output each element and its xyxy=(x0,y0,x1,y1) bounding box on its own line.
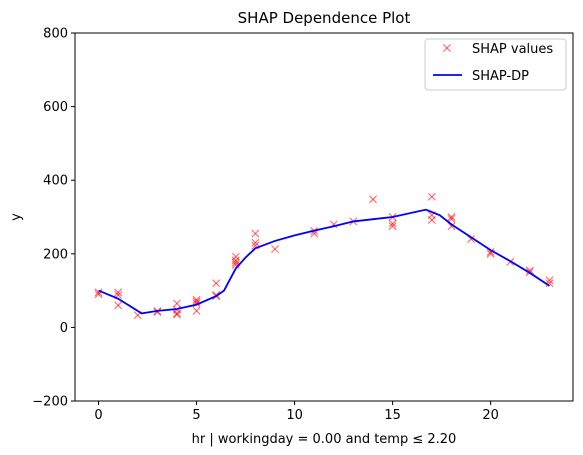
shap-value-point xyxy=(212,279,221,288)
shap-value-point xyxy=(525,266,534,275)
shap-value-point xyxy=(192,306,201,315)
y-axis: −200 0 200 400 600 800 xyxy=(32,27,75,410)
plot-frame xyxy=(74,32,574,402)
shap-value-point xyxy=(251,238,260,247)
shap-value-point xyxy=(231,252,240,261)
shap-value-point xyxy=(114,301,123,310)
shap-value-point xyxy=(447,222,456,231)
shap-value-point xyxy=(270,244,280,254)
legend-x-marker xyxy=(442,43,452,53)
shap-value-point xyxy=(251,229,260,238)
shap-value-point xyxy=(447,214,456,223)
y-tick-label: 600 xyxy=(43,100,68,115)
x-tick-label: 5 xyxy=(192,408,200,423)
shap-value-point xyxy=(447,212,456,222)
legend-box xyxy=(424,38,567,91)
shap-value-point xyxy=(94,288,103,297)
legend-marker-shap-values xyxy=(442,43,452,53)
chart-title: SHAP Dependence Plot xyxy=(238,9,411,27)
shap-value-point xyxy=(388,219,397,228)
shap-value-point xyxy=(427,215,436,224)
y-axis-label: y xyxy=(9,213,24,221)
shap-value-point xyxy=(231,260,240,269)
shap-value-point xyxy=(388,222,397,231)
x-tick-label: 20 xyxy=(482,408,499,423)
y-tick-label: −200 xyxy=(32,395,68,410)
x-axis-label: hr | workingday = 0.00 and temp ≤ 2.20 xyxy=(192,432,457,447)
shap-value-point xyxy=(172,310,181,319)
x-tick-label: 15 xyxy=(384,408,401,423)
legend-label-shap-dp: SHAP-DP xyxy=(472,69,529,84)
shap-dp-line xyxy=(98,208,550,315)
shap-value-point xyxy=(545,276,554,285)
shap-value-point xyxy=(192,295,201,304)
y-tick-label: 800 xyxy=(43,27,68,42)
x-axis: 0 5 10 15 20 xyxy=(94,401,499,423)
shap-value-point xyxy=(172,299,181,308)
y-tick-label: 200 xyxy=(43,247,68,262)
y-tick-label: 400 xyxy=(43,174,68,189)
shap-value-point xyxy=(114,288,123,297)
shap-value-point xyxy=(427,192,436,201)
x-tick-label: 0 xyxy=(94,408,102,423)
shap-value-point xyxy=(368,195,378,204)
plot-area xyxy=(94,192,554,320)
x-tick-label: 10 xyxy=(286,408,303,423)
legend: SHAP values SHAP-DP xyxy=(424,38,567,91)
y-tick-label: 0 xyxy=(60,321,68,336)
shap-value-point xyxy=(172,309,181,318)
shap-value-point xyxy=(545,279,554,288)
legend-label-shap-values: SHAP values xyxy=(472,42,553,57)
